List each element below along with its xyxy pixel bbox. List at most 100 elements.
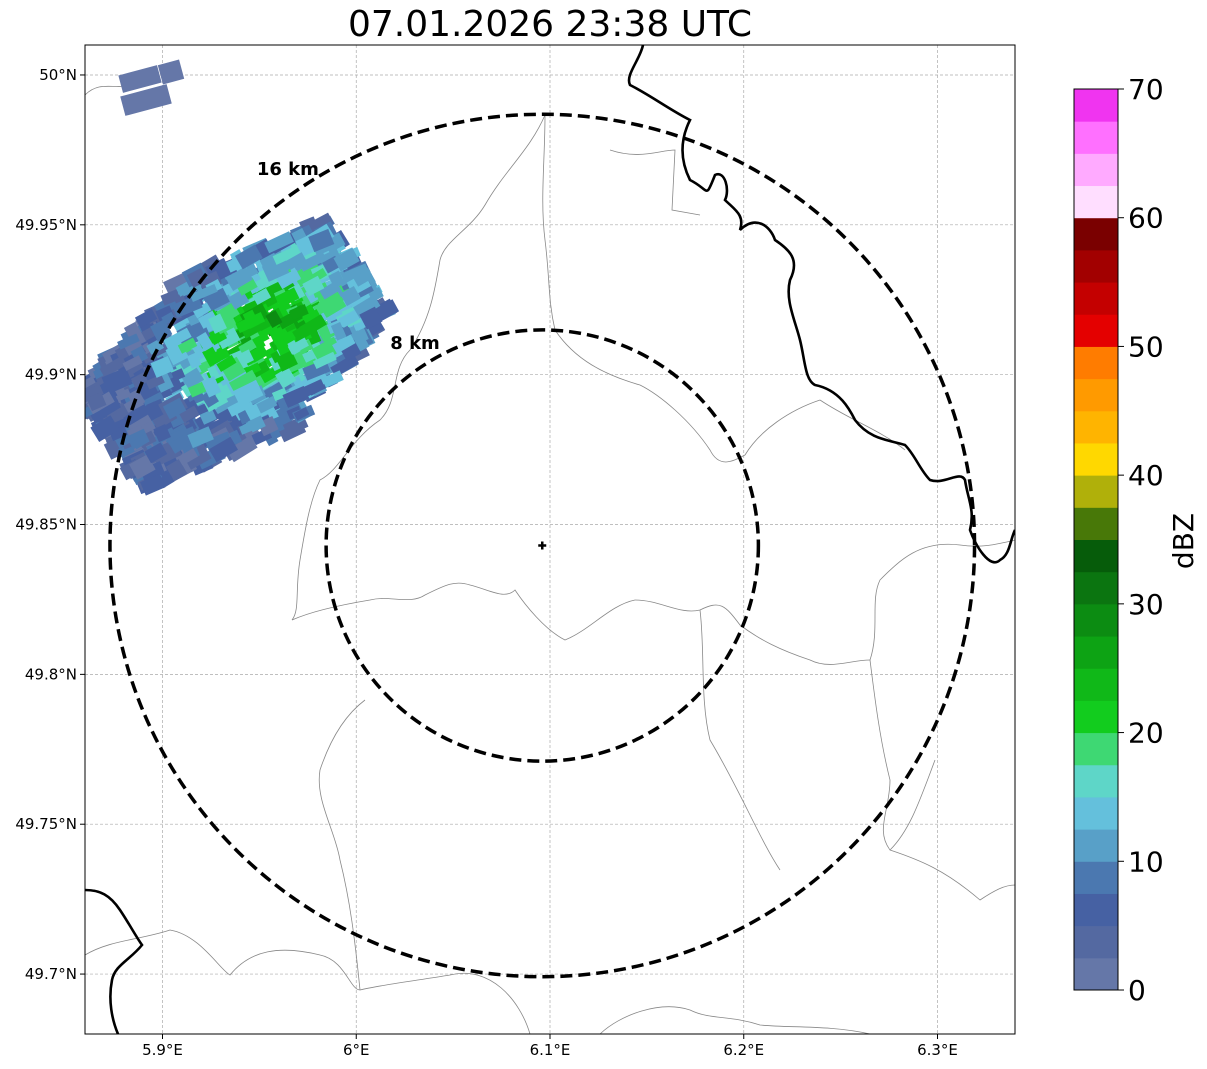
echo-gate [332, 334, 356, 354]
echo-gate [277, 252, 307, 274]
echo-gate [197, 310, 219, 329]
y-tick-label: 49.95°N [15, 216, 77, 234]
echo-gate [198, 270, 222, 292]
echo-gate [117, 333, 140, 350]
echo-gate [140, 473, 166, 496]
x-tick-label: 6°E [343, 1041, 370, 1059]
echo-gate [165, 428, 188, 445]
echo-gate [308, 228, 335, 253]
x-tick-label: 6.1°E [530, 1041, 571, 1059]
echo-gate [179, 405, 200, 423]
echo-gate [122, 355, 143, 371]
echo-gate [90, 415, 120, 443]
echo-gate [216, 393, 243, 412]
y-tick-label: 49.75°N [15, 815, 77, 833]
echo-gate [160, 289, 181, 306]
echo-gate [101, 367, 133, 394]
range-ring-label: 16 km [257, 159, 319, 180]
echo-gate [132, 434, 150, 450]
echo-gate [203, 287, 230, 312]
echo-gate [287, 337, 309, 355]
echo-gate [214, 325, 241, 350]
x-tick-label: 6.3°E [917, 1041, 958, 1059]
echo-gate [226, 435, 258, 463]
y-tick-label: 49.8°N [25, 665, 77, 683]
echo-gate [247, 415, 266, 433]
echo-gate [338, 308, 363, 328]
echo-gate [275, 350, 298, 372]
x-tick-label: 6.2°E [723, 1041, 764, 1059]
echo-gate [171, 368, 186, 382]
echo-gate [125, 362, 146, 379]
admin-borders [85, 45, 1015, 1034]
echo-gate [234, 244, 263, 270]
echo-gate [127, 388, 146, 408]
axis-ticks: 5.9°E 6°E 6.1°E 6.2°E 6.3°E 50°N 49.95°N 49.9°N… [15, 66, 958, 1059]
echo-gate [308, 212, 334, 234]
echo-gate [341, 263, 370, 284]
echo-gate [177, 448, 199, 466]
echo-gate [298, 379, 326, 399]
echo-gate [256, 396, 278, 414]
echo-gate [321, 370, 344, 388]
echo-gate [271, 387, 288, 402]
echo-gate [157, 59, 185, 85]
echo-gate [312, 351, 337, 369]
echo-gate [272, 245, 300, 265]
graticule [85, 45, 1015, 1034]
echo-gate [204, 431, 233, 453]
echo-gate [225, 257, 242, 273]
y-tick-label: 50°N [39, 66, 77, 84]
echo-gate [237, 349, 255, 366]
echo-gate [238, 339, 257, 356]
echo-gate [216, 354, 237, 373]
x-tick-label: 5.9°E [142, 1041, 183, 1059]
echo-gate [275, 367, 297, 389]
echo-gate [118, 65, 162, 93]
echo-gate [201, 376, 222, 398]
echo-gate [186, 352, 202, 369]
echo-gate [235, 311, 266, 334]
echo-gate [99, 355, 127, 378]
range-rings: 8 km 16 km [108, 112, 977, 979]
echo-gate [177, 337, 198, 354]
echo-gate [192, 302, 212, 319]
echo-gate [328, 270, 346, 289]
echo-gate [163, 327, 192, 350]
echo-gate [298, 251, 327, 272]
echo-gate [208, 436, 238, 463]
echo-gate [189, 283, 218, 302]
echo-gate [275, 287, 300, 308]
echo-gate [333, 247, 360, 272]
echo-gate [187, 426, 214, 449]
y-tick-label: 49.9°N [25, 366, 77, 384]
range-ring-8km [324, 328, 761, 763]
echo-gate [359, 306, 383, 330]
echo-gate [353, 294, 381, 319]
echo-gate [252, 288, 272, 305]
echo-gate [134, 308, 158, 328]
echo-gate [289, 304, 309, 321]
echo-gate [339, 286, 361, 307]
y-tick-label: 49.85°N [15, 516, 77, 534]
plot-title: 07.01.2026 23:38 UTC [347, 4, 753, 45]
echo-gate [264, 231, 294, 254]
echo-gate [225, 266, 253, 292]
echo-gate [265, 310, 283, 329]
echo-gate [202, 346, 221, 367]
radar-site-marker [538, 541, 547, 550]
echo-gate [145, 374, 165, 390]
echo-gate [299, 314, 327, 338]
echo-gate [109, 425, 128, 441]
echo-gate [282, 270, 301, 286]
echo-gate [153, 424, 171, 443]
echo-gate [317, 291, 347, 318]
echo-gate [162, 397, 187, 420]
echo-gate [143, 401, 162, 421]
echo-gate [209, 329, 228, 346]
echo-gate [216, 408, 235, 425]
echo-gate [208, 313, 227, 334]
echo-gate [239, 422, 253, 435]
echo-gate [228, 369, 258, 393]
